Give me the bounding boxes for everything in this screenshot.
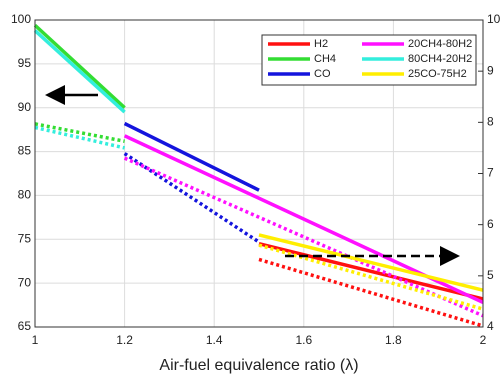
y-tick-label: 65 [18, 319, 32, 333]
y-tick-label: 85 [18, 144, 32, 158]
series-line-y2 [34, 122, 125, 143]
series-line-y2 [34, 125, 125, 150]
x-tick-label: 1 [32, 333, 39, 347]
y2-tick-label: 5 [487, 268, 494, 282]
legend-label: 20CH4-80H2 [408, 38, 472, 50]
x-tick-label: 1.2 [116, 333, 133, 347]
legend-label: 25CO-75H2 [408, 68, 467, 80]
y-tick-label: 75 [18, 231, 32, 245]
y-tick-label: 70 [18, 275, 32, 289]
y2-tick-label: 6 [487, 217, 494, 231]
series-line-y2 [123, 156, 484, 318]
series-line [258, 241, 484, 301]
series-line [123, 121, 260, 192]
y-tick-label: 100 [11, 12, 31, 26]
y2-tick-label: 4 [487, 319, 494, 333]
series-line-y2 [258, 243, 484, 311]
legend-label: H2 [314, 38, 328, 50]
series-line [258, 233, 484, 292]
legend-label: CO [314, 68, 331, 80]
series-line [33, 23, 126, 110]
y-tick-label: 95 [18, 56, 32, 70]
y-tick-label: 90 [18, 100, 32, 114]
x-tick-label: 1.4 [206, 333, 223, 347]
y2-tick-label: 8 [487, 115, 494, 129]
series-line [33, 29, 126, 114]
series-line-y2 [258, 257, 484, 328]
y-tick-label: 80 [18, 188, 32, 202]
x-axis-label: Air-fuel equivalence ratio (λ) [159, 357, 358, 374]
x-tick-label: 1.6 [295, 333, 312, 347]
legend-label: CH4 [314, 53, 336, 65]
legend-label: 80CH4-20H2 [408, 53, 472, 65]
x-tick-label: 1.8 [385, 333, 402, 347]
y2-tick-label: 7 [487, 166, 494, 180]
x-tick-label: 2 [480, 333, 487, 347]
y2-tick-label: 9 [487, 63, 494, 77]
y2-tick-label: 10 [487, 12, 500, 26]
